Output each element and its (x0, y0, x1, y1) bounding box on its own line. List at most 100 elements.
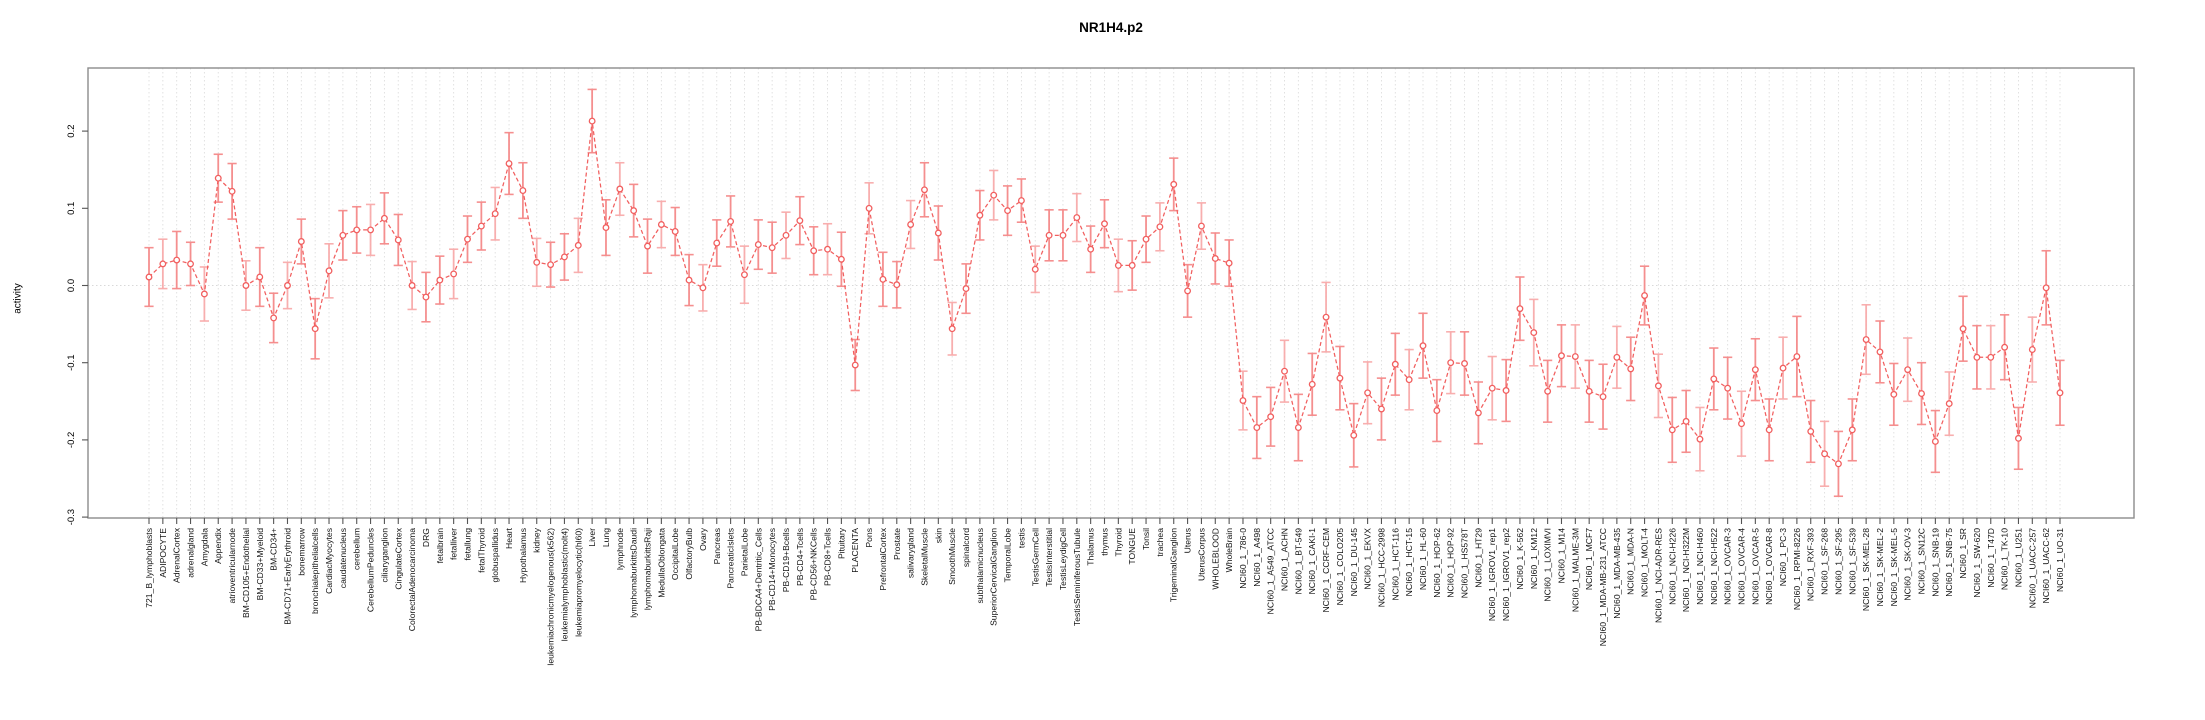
data-point (921, 186, 928, 194)
data-point (1308, 380, 1316, 388)
x-tick-label: Ovary (698, 527, 708, 551)
x-tick-label: NCI60_1_MALME-3M (1570, 528, 1580, 612)
data-point (547, 261, 555, 269)
data-point (1890, 390, 1898, 398)
data-point (1959, 325, 1967, 333)
x-tick-label: Tonsil (1141, 528, 1151, 550)
x-tick-label: globuspallidus (490, 528, 500, 582)
data-point (1059, 231, 1067, 239)
x-tick-label: PLACENTA (850, 528, 860, 573)
data-point (491, 210, 499, 218)
x-tick-label: Thyroid (1113, 528, 1123, 557)
data-point (1045, 231, 1053, 239)
x-tick-label: TestisGermCell (1030, 528, 1040, 586)
x-tick-label: WholeBrain (1224, 528, 1234, 573)
x-tick-label: NCI60_1_SNB-19 (1930, 528, 1940, 597)
data-point (1474, 409, 1482, 417)
data-point (1170, 180, 1178, 188)
data-point (2056, 389, 2064, 397)
data-point (228, 187, 236, 195)
data-point (1862, 336, 1870, 343)
x-tick-label: lymphomaburkittsRaji (643, 528, 653, 610)
x-tick-label: NCI60_1_RXF-393 (1806, 528, 1816, 601)
data-point (1571, 353, 1579, 360)
data-point (741, 271, 748, 279)
data-point (1807, 427, 1815, 435)
x-tick-label: BM-CD34+ (269, 528, 279, 571)
data-point (616, 185, 624, 193)
x-tick-label: NCI60_1_HL-60 (1418, 528, 1428, 590)
x-tick-label: NCI60_1_NCI-H322M (1681, 528, 1691, 612)
x-tick-label: OccipitalLobe (670, 528, 680, 580)
x-tick-label: Pons (864, 528, 874, 548)
x-tick-label: NCI60_1_SK-MEL-5 (1889, 528, 1899, 607)
x-tick-label: NCI60_1_HCT-116 (1390, 528, 1400, 601)
x-tick-label: NCI60_1_U251 (2013, 528, 2023, 587)
x-tick-label: NCI60_1_MOLT-4 (1640, 528, 1650, 597)
data-point (727, 217, 735, 225)
data-point (1973, 353, 1981, 361)
data-point (754, 241, 762, 249)
data-point (879, 275, 887, 283)
data-point (1918, 390, 1925, 398)
data-point (768, 244, 776, 252)
data-point (1668, 426, 1676, 434)
data-point (1364, 389, 1372, 397)
x-tick-label: NCI60_1_K-562 (1515, 528, 1525, 590)
y-tick-label: 0.2 (66, 124, 77, 137)
x-tick-label: bronchialepithelialcells (310, 528, 320, 614)
y-tick-label: 0.1 (66, 202, 77, 215)
x-tick-label: NCI60_1_BT-549 (1293, 528, 1303, 595)
x-tick-label: fetalbrain (435, 528, 445, 564)
x-tick-label: fetallung (463, 528, 473, 561)
data-point (1641, 292, 1649, 299)
data-point (422, 293, 430, 301)
data-point (1558, 352, 1565, 360)
x-tick-label: NCI60_1_M14 (1556, 528, 1566, 584)
x-tick-label: leukemialymphoblastic(molt4) (559, 528, 569, 641)
x-tick-label: NCI60_1_ACHN (1280, 528, 1290, 591)
x-tick-label: TestisSeminiferousTubule (1072, 528, 1082, 626)
data-point (1391, 360, 1399, 368)
data-point (367, 226, 375, 234)
y-tick-label: -0.1 (66, 355, 77, 371)
x-tick-label: NCI60_1_OVCAR-4 (1737, 528, 1747, 605)
x-tick-label: NCI60_1_SK-OV-3 (1903, 528, 1913, 601)
data-point (380, 214, 388, 222)
x-tick-label: spinalcord (961, 528, 971, 567)
x-tick-label: SuperiorCervicalGanglion (989, 528, 999, 626)
x-tick-label: skin (933, 528, 943, 544)
data-point (1184, 287, 1192, 295)
x-tick-label: NCI60_1_HOP-62 (1432, 528, 1442, 598)
data-point (962, 285, 970, 293)
x-tick-label: NCI60_1_IGROV1_rep1 (1487, 528, 1497, 621)
data-point (408, 282, 416, 289)
x-tick-label: SkeletalMuscle (919, 528, 929, 586)
x-tick-label: NCI60_1_DU-145 (1349, 528, 1359, 597)
data-point (1544, 387, 1552, 395)
data-point (1128, 261, 1136, 269)
data-point (200, 290, 208, 298)
data-point (1087, 245, 1095, 253)
x-tick-label: leukemiapromyelocytic(hl60) (573, 528, 583, 637)
x-tick-label: cerebellum (352, 528, 362, 570)
data-point (311, 325, 319, 333)
x-tick-label: CingulateCortex (393, 527, 403, 589)
x-tick-label: NCI60_1_SK-MEL-28 (1861, 528, 1871, 611)
x-tick-label: NCI60_1_CCRF-CEM (1321, 528, 1331, 613)
data-point (602, 224, 610, 232)
data-point (464, 235, 471, 243)
data-point (533, 258, 541, 266)
data-point (893, 281, 901, 289)
x-tick-label: Liver (587, 528, 597, 547)
x-tick-label: NCI60_1_IGROV1_rep2 (1501, 528, 1511, 621)
x-tick-label: Appendix (213, 527, 223, 564)
x-tick-label: PB-BDCA4+Dentritic_Cells (753, 528, 763, 631)
data-point (1821, 450, 1829, 458)
data-point (782, 231, 790, 239)
x-tick-label: NCI60_1_HS578T (1460, 527, 1470, 598)
y-tick-label: -0.2 (66, 432, 77, 448)
data-point (394, 236, 402, 244)
x-tick-label: NCI60_1_A498 (1252, 528, 1262, 587)
